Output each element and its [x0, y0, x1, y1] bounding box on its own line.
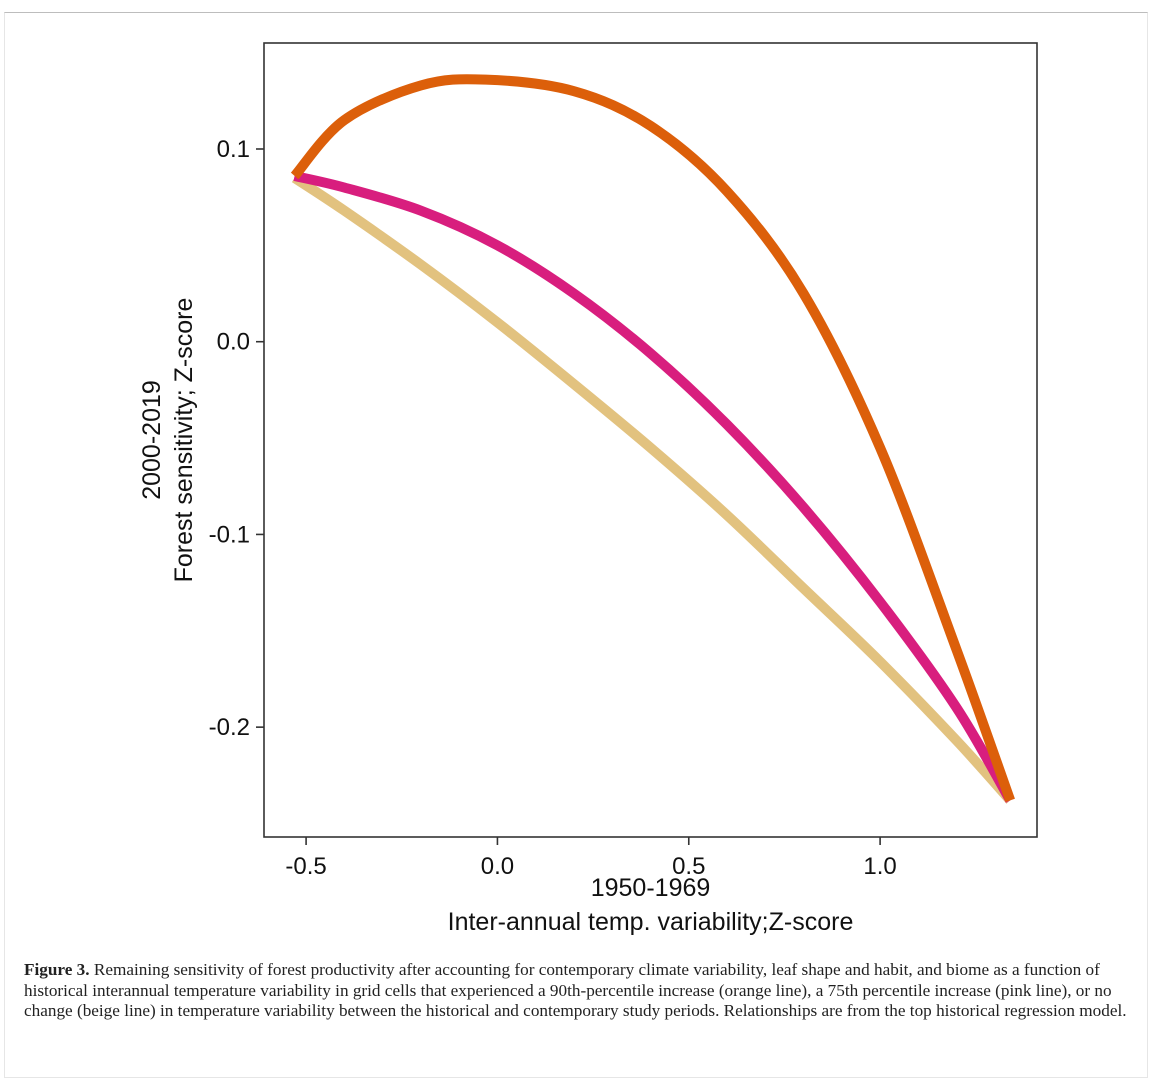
x-tick-label: 1.0: [863, 853, 896, 880]
y-tick-label: 0.1: [217, 136, 250, 163]
series-line-3: [290, 74, 1015, 803]
y-tick-label: -0.1: [209, 521, 250, 548]
x-axis-title-line: Inter-annual temp. variability;Z-score: [448, 908, 854, 936]
series-line-2: [293, 171, 1015, 803]
x-tick-label: 0.0: [481, 853, 514, 880]
x-axis-title-line: 1950-1969: [591, 874, 711, 902]
line-chart: -0.5 0.0 0.5 1.0 0.1 0.0 -0.1 -0.2 1950-1969 In…: [138, 42, 1038, 936]
y-axis-title-line: Forest sensitivity; Z-score: [170, 298, 198, 583]
x-tick-label: -0.5: [285, 853, 326, 880]
y-tick-label: -0.2: [209, 714, 250, 741]
y-axis: 0.1 0.0 -0.1 -0.2: [209, 136, 264, 741]
y-axis-title: 2000-2019 Forest sensitivity; Z-score: [138, 298, 198, 583]
x-tick-label: 0.5: [672, 853, 705, 880]
figure-frame: [4, 12, 1148, 1078]
caption-label: Figure 3.: [24, 960, 90, 979]
y-axis-title-line: 2000-2019: [138, 380, 166, 500]
series-layer: [290, 74, 1015, 804]
y-tick-label: 0.0: [217, 329, 250, 356]
figure-caption: Figure 3. Remaining sensitivity of fores…: [24, 960, 1134, 1022]
x-axis: -0.5 0.0 0.5 1.0: [285, 837, 897, 880]
caption-text: Remaining sensitivity of forest producti…: [24, 960, 1127, 1021]
x-axis-title: 1950-1969 Inter-annual temp. variability;…: [448, 874, 854, 936]
series-line-1: [291, 173, 1014, 804]
plot-panel: [263, 42, 1038, 838]
